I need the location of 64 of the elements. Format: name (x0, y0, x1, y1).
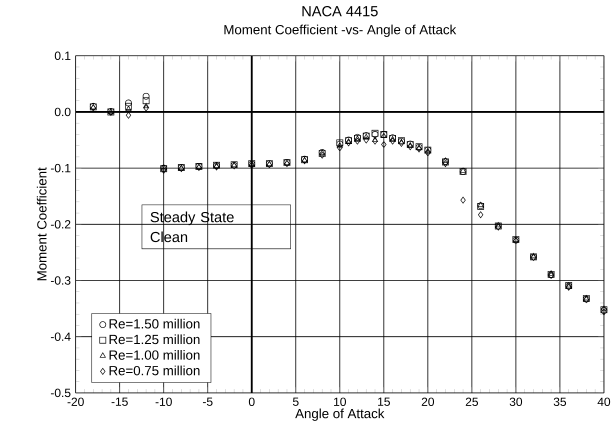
x-tick-label: 0 (248, 398, 255, 406)
point (160, 164, 167, 170)
point (460, 196, 466, 204)
y-tick-label: -0.1 (50, 164, 70, 172)
point (390, 136, 396, 142)
chart-subtitle: Moment Coefficient -vs- Angle of Attack (224, 24, 456, 37)
chart-title: NACA 4415 (302, 6, 378, 16)
x-tick-label: 25 (466, 398, 478, 406)
point (416, 146, 422, 152)
point (372, 136, 378, 142)
point (354, 138, 360, 145)
legend-label: Re=0.75 million (110, 366, 200, 376)
point (530, 252, 536, 258)
y-tick-label: -0.4 (50, 332, 71, 341)
x-tick-label: 5 (292, 398, 299, 406)
x-tick-label: -20 (68, 398, 84, 406)
x-tick-label: -15 (112, 398, 128, 406)
x-tick-label: 10 (334, 398, 346, 406)
legend-label: Re=1.00 million (110, 350, 200, 360)
point (337, 144, 342, 152)
x-axis-title: Angle of Attack (295, 408, 384, 421)
x-tick-label: -5 (202, 398, 213, 406)
point (320, 152, 325, 159)
point (372, 138, 378, 145)
point (478, 211, 484, 218)
point (364, 136, 369, 144)
y-tick-label: -0.2 (50, 220, 70, 229)
point (381, 141, 386, 148)
x-tick-label: 15 (378, 398, 390, 406)
point (478, 202, 484, 208)
point (548, 270, 554, 276)
x-tick-label: 40 (598, 398, 610, 406)
legend-label: Re=1.25 million (110, 334, 200, 344)
x-tick-label: 35 (554, 398, 566, 406)
point (142, 92, 150, 100)
point (125, 102, 132, 110)
point (161, 167, 166, 174)
point (142, 97, 150, 104)
point (583, 295, 590, 300)
y-tick-label: -0.3 (50, 276, 70, 285)
point (442, 157, 448, 163)
legend-label: Re=1.50 million (110, 318, 200, 329)
point (442, 160, 448, 168)
point (601, 308, 607, 316)
point (408, 143, 413, 150)
y-tick-label: 0.1 (54, 52, 70, 60)
point (390, 138, 396, 145)
x-tick-label: 20 (422, 398, 434, 406)
point (460, 168, 466, 173)
point (398, 140, 404, 147)
y-axis-title: Moment Coefficient (36, 167, 47, 280)
x-tick-label: 30 (510, 398, 522, 406)
point (143, 102, 150, 108)
point (143, 104, 149, 112)
point (125, 100, 132, 106)
point (425, 150, 430, 156)
point (346, 139, 352, 146)
point (495, 222, 502, 228)
x-tick-label: -10 (156, 398, 172, 406)
point (600, 305, 607, 310)
point (126, 112, 132, 119)
y-tick-label: -0.5 (50, 388, 70, 398)
y-tick-label: 0.0 (54, 108, 71, 116)
point (126, 106, 132, 112)
